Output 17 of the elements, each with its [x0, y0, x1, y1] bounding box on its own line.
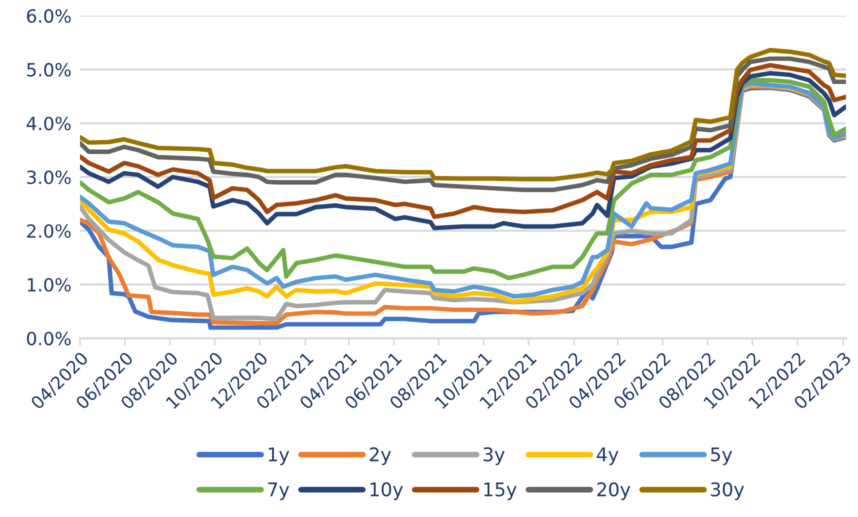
y-tick-label: 2.0% [27, 224, 71, 238]
legend-label: 3y [484, 447, 505, 466]
y-tick-label: 4.0% [26, 116, 71, 130]
legend-label: 10y [370, 482, 403, 500]
y-tick-label: 5.0% [27, 62, 71, 77]
y-tick-label: 1.0% [28, 278, 71, 292]
legend-label: 15y [484, 482, 517, 500]
legend-label: 1y [268, 448, 290, 466]
legend-label: 20y [597, 482, 630, 500]
legend-label: 5y [711, 448, 732, 466]
legend-label: 4y [596, 448, 618, 466]
legend-label: 7y [268, 482, 290, 500]
y-tick-label: 3.0% [27, 170, 71, 184]
y-tick-label: 0.0% [26, 332, 71, 346]
legend-label: 2y [370, 447, 391, 466]
legend-label: 30y [711, 482, 744, 500]
y-tick-label: 6.0% [27, 9, 71, 23]
